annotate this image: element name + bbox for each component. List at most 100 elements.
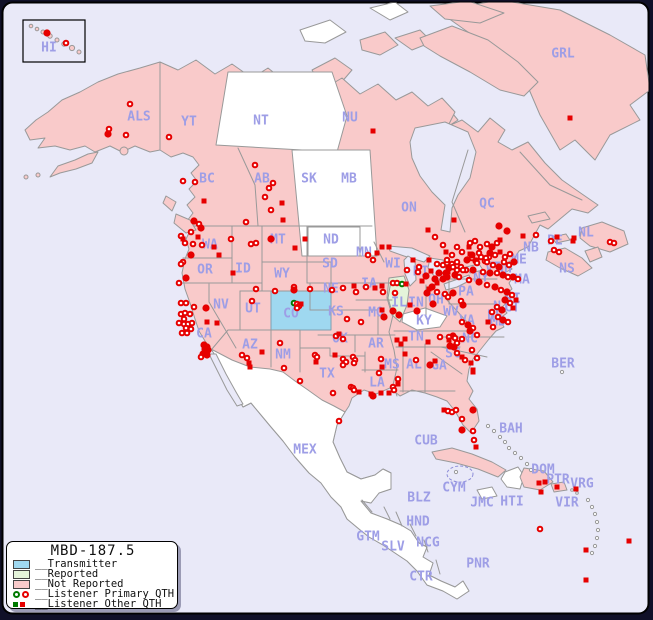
listener-primary-qth-marker: [448, 251, 456, 259]
listener-primary-qth-marker: [488, 308, 496, 316]
listener-primary-qth-marker: [248, 297, 256, 305]
listener-other-qth-marker: [468, 360, 474, 366]
region-label-ab: AB: [254, 172, 270, 187]
listener-primary-qth-marker: [390, 386, 398, 394]
listener-cluster-marker: [464, 321, 472, 329]
listener-other-qth-marker: [554, 234, 560, 240]
listener-primary-qth-marker: [293, 304, 301, 312]
bahamas-islands: [485, 423, 534, 473]
landmass-alaska: [24, 61, 161, 153]
listener-primary-qth-marker: [459, 266, 467, 274]
listener-other-qth-marker: [386, 244, 392, 250]
island: [299, 19, 347, 44]
region-label-nd: ND: [323, 233, 339, 248]
listener-other-qth-marker: [570, 238, 576, 244]
listener-primary-qth-marker: [532, 231, 540, 239]
listener-primary-qth-marker: [188, 319, 196, 327]
region-label-nv: NV: [213, 298, 229, 313]
listener-other-qth-marker: [302, 236, 308, 242]
listener-primary-qth-marker: [453, 349, 461, 357]
region-label-or: OR: [197, 263, 213, 278]
listener-other-qth-marker: [368, 391, 374, 397]
listener-other-qth-marker: [410, 257, 416, 263]
region-label-hti: HTI: [500, 495, 523, 510]
listener-primary-qth-marker: [251, 161, 259, 169]
listener-primary-qth-marker: [514, 275, 522, 283]
listener-cluster-marker: [203, 351, 211, 359]
listener-cluster-marker: [435, 269, 443, 277]
legend-label: __Not Reported: [35, 578, 124, 590]
listener-primary-qth-marker: [506, 250, 514, 258]
listener-cluster-marker: [495, 263, 503, 271]
listener-primary-qth-marker: [475, 249, 483, 257]
listener-markers: [43, 29, 632, 583]
region-label-blz: BLZ: [407, 491, 431, 506]
listener-primary-qth-marker: [379, 288, 387, 296]
listener-primary-qth-marker: [252, 285, 260, 293]
listener-primary-qth-marker: [468, 346, 476, 354]
listener-primary-qth-marker: [247, 240, 255, 248]
listener-cluster-marker: [469, 406, 477, 414]
listener-other-qth-marker: [395, 381, 401, 387]
listener-primary-qth-marker: [276, 339, 284, 347]
listener-cluster-marker: [469, 266, 477, 274]
region-label-bah: BAH: [499, 422, 522, 437]
listener-primary-qth-marker: [178, 329, 186, 337]
listener-cluster-marker: [488, 243, 496, 251]
legend-row-not-reported: __Not Reported: [13, 579, 173, 589]
listener-other-qth-marker: [372, 285, 378, 291]
island-haiti: [500, 466, 525, 490]
listener-other-qth-marker: [379, 307, 385, 313]
listener-other-qth-marker: [402, 351, 408, 357]
listener-primary-qth-marker: [179, 177, 187, 185]
listener-other-qth-marker: [466, 244, 472, 250]
listener-primary-qth-marker: [555, 248, 563, 256]
hawaii-inset-box: [22, 19, 86, 63]
island: [23, 174, 29, 180]
listener-other-qth-marker: [407, 302, 413, 308]
region-label-ks: KS: [328, 305, 344, 320]
listener-primary-qth-marker: [393, 279, 401, 287]
listener-primary-qth-marker: [493, 303, 501, 311]
red-donut-marker-icon: [22, 590, 29, 598]
region-label-mb: MB: [341, 172, 357, 187]
island: [429, 2, 505, 24]
listener-primary-qth-marker: [189, 240, 197, 248]
region-label-az: AZ: [242, 338, 258, 353]
listener-cluster-marker: [426, 361, 434, 369]
listener-primary-qth-marker: [476, 243, 484, 251]
listener-primary-qth-marker: [453, 258, 461, 266]
land-layer: HIALSYTNTNUGRLBCABSKMBONQCNLNBPENSMEVTNH…: [22, 2, 649, 600]
listener-primary-qth-marker: [238, 351, 246, 359]
listener-other-qth-marker: [313, 359, 319, 365]
listener-primary-qth-marker: [431, 233, 439, 241]
listener-cluster-marker: [389, 307, 397, 315]
listener-primary-qth-marker: [497, 286, 505, 294]
listener-cluster-marker: [491, 283, 499, 291]
region-label-wi: WI: [385, 257, 401, 272]
region-label-ky: KY: [416, 314, 432, 329]
listener-primary-qth-marker: [198, 241, 206, 249]
legend-row-listener-other: __Listener Other QTH: [13, 599, 173, 609]
listener-primary-qth-marker: [190, 303, 198, 311]
listener-primary-qth-marker: [191, 178, 199, 186]
listener-cluster-marker: [459, 301, 467, 309]
listener-primary-qth-marker: [261, 193, 269, 201]
listener-primary-qth-marker: [350, 386, 358, 394]
listener-primary-qth-marker: [62, 39, 70, 47]
listener-primary-qth-marker: [122, 131, 130, 139]
region-label-cub: CUB: [414, 434, 438, 449]
listener-other-qth-marker: [583, 547, 589, 553]
legend-label: __Listener Primary QTH: [35, 588, 175, 600]
region-label-als: ALS: [127, 110, 151, 125]
listener-other-qth-marker: [513, 297, 519, 303]
region-label-vir: VIR: [555, 496, 579, 511]
lesser-antilles-islands: [570, 488, 601, 556]
listener-primary-qth-marker: [126, 100, 134, 108]
listener-other-qth-marker: [230, 270, 236, 276]
listener-cluster-marker: [413, 307, 421, 315]
listener-primary-qth-marker: [296, 377, 304, 385]
listener-other-qth-marker: [451, 217, 457, 223]
region-label-mex: MEX: [293, 443, 317, 458]
listener-primary-qth-marker: [436, 333, 444, 341]
